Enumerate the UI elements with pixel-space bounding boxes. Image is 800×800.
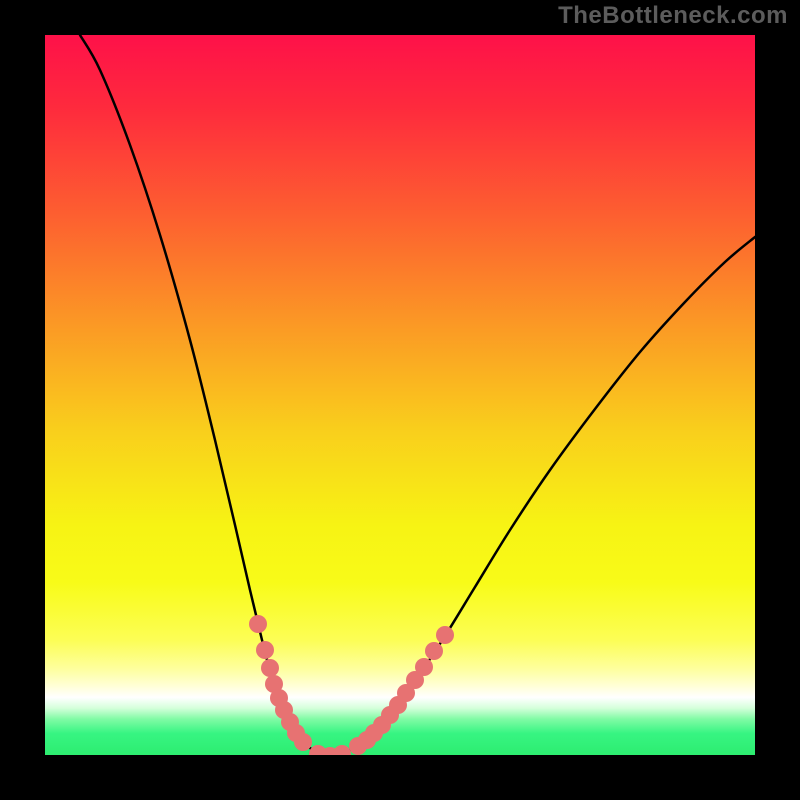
watermark-text: TheBottleneck.com	[558, 2, 788, 30]
plot-background	[45, 35, 755, 755]
chart-container: TheBottleneck.com	[0, 0, 800, 800]
dot	[249, 615, 267, 633]
dot	[436, 626, 454, 644]
dot	[256, 641, 274, 659]
dot	[425, 642, 443, 660]
dot	[415, 658, 433, 676]
dot	[261, 659, 279, 677]
bottleneck-chart	[0, 0, 800, 800]
dot	[294, 733, 312, 751]
